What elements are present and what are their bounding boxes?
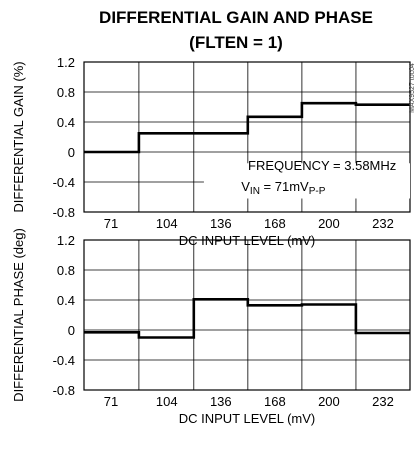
plot-frame [83, 61, 411, 213]
x-tick-label: 200 [318, 216, 340, 231]
chart-title-line2: (FLTEN = 1) [189, 33, 283, 52]
chart-title-line1: DIFFERENTIAL GAIN AND PHASE [99, 8, 373, 27]
y-tick-label: -0.8 [53, 383, 75, 398]
annotation-background [203, 163, 410, 199]
x-tick-label: 200 [318, 394, 340, 409]
x-tick-label: 136 [210, 394, 232, 409]
data-series-line [84, 297, 410, 339]
y-tick-label: 1.2 [57, 55, 75, 70]
x-tick-label: 136 [210, 216, 232, 231]
y-tick-label: 0.8 [57, 263, 75, 278]
x-tick-label: 71 [104, 216, 118, 231]
y-axis-label: DIFFERENTIAL GAIN (%) [11, 61, 26, 212]
figure-id-watermark: MAX9527 toc04 [409, 63, 416, 113]
y-tick-label: 0 [68, 323, 75, 338]
y-tick-label: -0.4 [53, 175, 75, 190]
x-tick-label: 168 [264, 394, 286, 409]
y-axis-label: DIFFERENTIAL PHASE (deg) [11, 228, 26, 402]
y-tick-label: -0.8 [53, 205, 75, 220]
data-series-line [84, 101, 410, 154]
x-tick-label: 71 [104, 394, 118, 409]
x-tick-label: 168 [264, 216, 286, 231]
differential-phase-plot: 1.2 0.8 0.4 0 -0.4 -0.8 71 104 136 168 200 232 DC IN… [11, 228, 411, 426]
x-tick-label: 104 [156, 394, 178, 409]
frequency-annotation: FREQUENCY = 3.58MHz [248, 158, 396, 173]
y-tick-label: -0.4 [53, 353, 75, 368]
y-tick-label: 0 [68, 145, 75, 160]
vin-annotation: VIN = 71mVP-P [241, 179, 325, 197]
x-axis-label: DC INPUT LEVEL (mV) [179, 411, 316, 426]
y-tick-label: 0.8 [57, 85, 75, 100]
y-tick-label: 0.4 [57, 293, 75, 308]
x-tick-label: 232 [372, 394, 394, 409]
x-tick-label: 104 [156, 216, 178, 231]
y-tick-label: 0.4 [57, 115, 75, 130]
x-tick-label: 232 [372, 216, 394, 231]
plot-frame [83, 239, 411, 391]
y-tick-label: 1.2 [57, 233, 75, 248]
